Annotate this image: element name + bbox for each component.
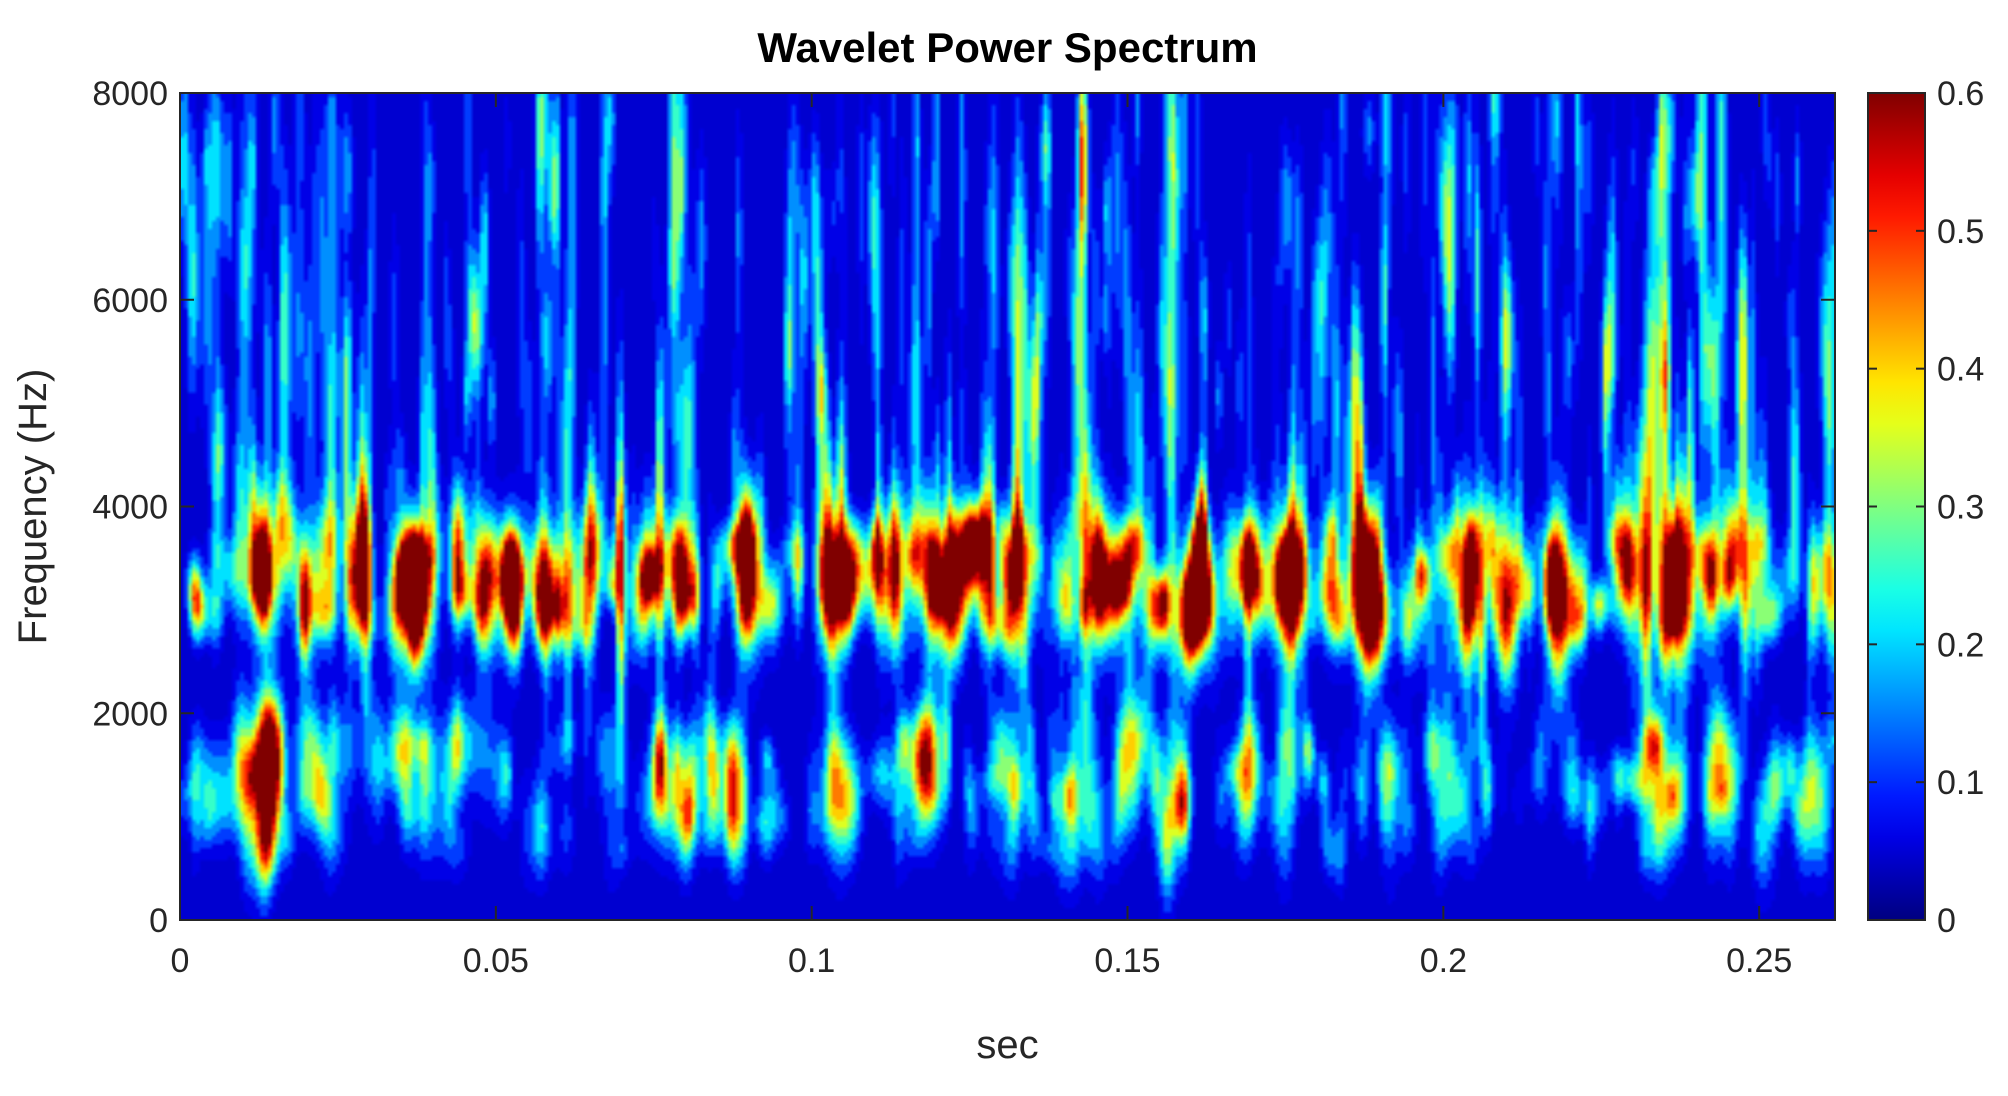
x-tick-label: 0 <box>171 942 190 980</box>
colorbar-tick-label: 0.2 <box>1937 626 1984 664</box>
y-tick-label: 8000 <box>92 75 168 113</box>
heatmap-container <box>180 93 1835 920</box>
y-axis: 0 2000 4000 6000 8000 <box>92 75 1835 940</box>
colorbar-tick-label: 0.4 <box>1937 351 1984 389</box>
colorbar-gradient <box>1867 92 1926 921</box>
x-tick-label: 0.1 <box>788 942 835 980</box>
x-tick-label: 0.15 <box>1094 942 1160 980</box>
y-tick-label: 4000 <box>92 489 168 527</box>
colorbar-tick-label: 0.5 <box>1937 213 1984 251</box>
x-tick-label: 0.05 <box>463 942 529 980</box>
colorbar: 0 0.1 0.2 0.3 0.4 0.5 0.6 <box>1867 75 1984 940</box>
colorbar-tick-label: 0 <box>1937 902 1956 940</box>
x-axis: 0 0.05 0.1 0.15 0.2 0.25 <box>171 93 1792 980</box>
y-tick-label: 2000 <box>92 695 168 733</box>
x-axis-label: sec <box>976 1023 1038 1067</box>
x-tick-label: 0.2 <box>1420 942 1467 980</box>
x-tick-label: 0.25 <box>1726 942 1792 980</box>
colorbar-tick-label: 0.1 <box>1937 764 1984 802</box>
heatmap-canvas <box>180 93 1835 920</box>
colorbar-tick-label: 0.3 <box>1937 489 1984 527</box>
y-axis-label: Frequency (Hz) <box>11 369 55 645</box>
colorbar-ticks: 0 0.1 0.2 0.3 0.4 0.5 0.6 <box>1868 75 1984 940</box>
plot-area <box>179 92 1836 921</box>
chart-title: Wavelet Power Spectrum <box>757 24 1257 71</box>
y-tick-label: 6000 <box>92 282 168 320</box>
colorbar-tick-label: 0.6 <box>1937 75 1984 113</box>
y-tick-label: 0 <box>149 902 168 940</box>
